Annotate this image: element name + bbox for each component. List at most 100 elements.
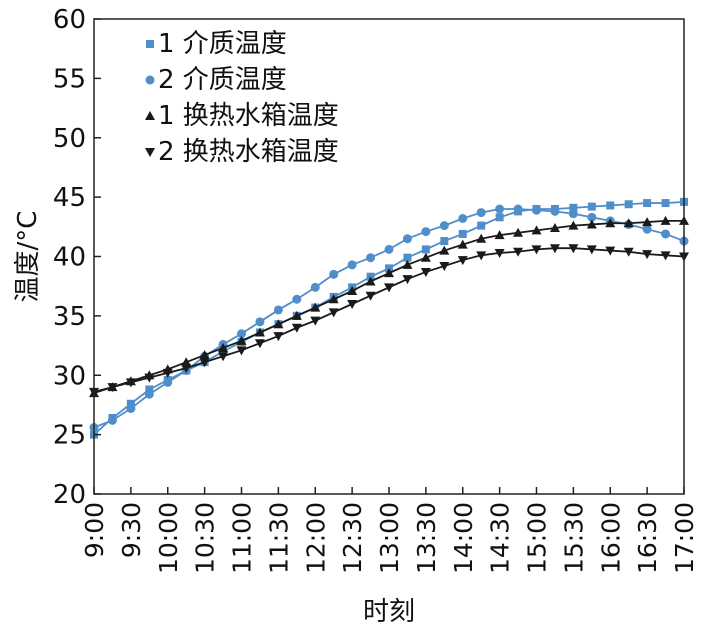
data-point [587,212,597,222]
x-tick-label: 12:00 [301,502,330,574]
series-4 [89,244,689,397]
series-1 [90,197,688,439]
y-tick-label: 30 [53,361,86,391]
x-tick-label: 13:30 [412,502,441,574]
data-point [292,294,302,304]
data-point [365,291,376,301]
series-group [89,197,689,439]
data-point [458,229,467,238]
data-point [254,327,265,337]
data-point [477,221,486,230]
axes: 20 25 30 35 40 45 50 55 60 9:00 9:30 10:00 10:30 11:0… [53,5,699,574]
data-point [439,221,449,231]
data-point [199,350,210,360]
data-point [420,252,431,262]
legend-item-2: 2 介质温度 [145,65,287,95]
x-tick-label: 14:00 [449,502,478,574]
series-2 [89,204,689,432]
data-point [310,282,320,292]
data-point [254,339,265,349]
data-point [402,234,412,244]
data-point [163,377,173,387]
series-line [93,200,685,436]
data-point [476,233,487,243]
data-point [568,220,579,230]
data-point [549,223,560,232]
data-point [199,358,210,368]
data-point [218,342,229,352]
data-point [494,248,505,258]
data-point [384,283,394,293]
x-tick-label: 16:30 [633,502,662,574]
data-point [273,319,284,329]
legend-item-3: 1 换热水箱温度 [145,101,339,131]
data-point [236,335,247,345]
x-tick-label: 15:30 [559,502,588,574]
data-point [162,368,173,378]
data-point [532,205,541,215]
data-point [347,285,358,295]
legend-label: 2 介质温度 [158,65,287,95]
data-point [145,385,154,394]
data-point [291,310,302,320]
x-tick-label: 9:00 [80,502,109,558]
y-axis-title: 温度/°C [13,211,43,303]
data-point [144,389,154,399]
x-tick-label: 10:30 [191,502,220,574]
data-point [642,224,652,234]
x-tick-label: 11:00 [228,502,257,574]
legend: 1 介质温度 2 介质温度 1 换热水箱温度 2 换热水箱温度 [145,29,339,167]
data-point [347,300,358,309]
data-point [255,317,265,327]
data-point [569,203,578,212]
legend-marker [145,111,155,120]
data-point [513,247,524,257]
data-point [402,275,413,285]
data-point [531,225,542,235]
data-point [643,199,652,208]
data-point [403,253,412,262]
data-point [126,404,136,413]
y-tick-label: 25 [53,421,86,451]
data-point [605,218,616,228]
data-point [606,201,615,210]
data-point [457,256,468,266]
y-tick-label: 60 [53,5,86,35]
data-point [642,217,653,227]
data-point [310,302,321,312]
x-tick-label: 10:00 [154,502,183,574]
y-tick-label: 55 [53,64,86,94]
x-tick-label: 11:30 [264,502,293,574]
data-point [107,415,117,425]
data-point [347,260,357,270]
legend-marker [145,148,155,157]
data-point [623,247,634,257]
legend-marker [146,40,154,48]
data-point [237,329,246,339]
data-point [402,259,413,269]
data-point [513,204,523,214]
series-line [93,208,685,429]
data-point [495,204,505,214]
data-point [440,237,449,246]
data-point [476,208,486,218]
data-point [310,316,321,326]
data-point [660,251,671,261]
y-tick-label: 50 [53,124,86,154]
data-point [273,332,284,342]
x-tick-label: 12:30 [338,502,367,574]
data-point [476,251,487,261]
data-point [125,378,136,388]
legend-item-1: 1 介质温度 [146,29,287,59]
x-tick-label: 14:30 [486,502,515,574]
data-point [660,215,671,225]
data-point [365,276,376,286]
data-point [329,269,339,279]
data-point [328,294,339,304]
data-point [144,373,155,383]
data-point [568,244,579,254]
legend-marker [145,75,155,85]
data-point [291,323,302,333]
x-axis-title: 时刻 [363,597,415,627]
